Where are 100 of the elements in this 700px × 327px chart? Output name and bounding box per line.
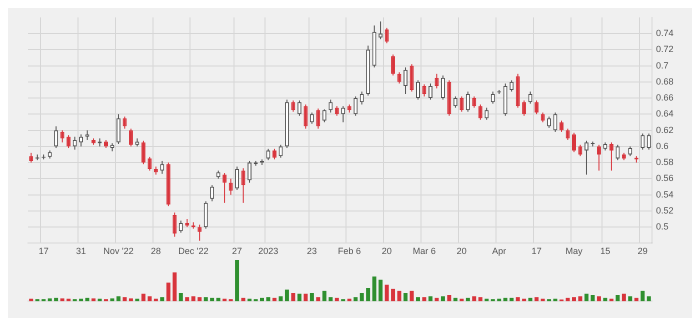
candlestick — [160, 160, 164, 174]
candlestick — [428, 83, 432, 100]
candlestick — [360, 91, 364, 105]
bar — [122, 297, 127, 302]
bar — [404, 292, 408, 302]
bar — [503, 298, 508, 302]
bar — [160, 297, 164, 302]
bar — [116, 296, 120, 302]
bar — [248, 298, 252, 302]
bar — [522, 298, 526, 302]
candlestick — [116, 114, 120, 145]
bar — [566, 298, 570, 302]
y-tick-label: 0.66 — [656, 92, 674, 103]
bar — [272, 298, 276, 302]
bar — [640, 290, 645, 302]
y-tick-label: 0.52 — [656, 205, 674, 216]
bar — [484, 298, 489, 302]
bar — [447, 295, 452, 302]
bar — [596, 296, 601, 302]
candlestick — [316, 108, 320, 130]
bar — [453, 298, 458, 302]
bar — [204, 297, 208, 302]
bar — [98, 298, 102, 302]
bar — [366, 288, 370, 302]
candlestick — [453, 96, 458, 108]
candlestick — [79, 134, 84, 147]
bar — [334, 298, 339, 302]
candlestick — [72, 136, 77, 150]
bar — [510, 298, 514, 302]
candlestick — [172, 212, 177, 238]
candlestick — [241, 168, 246, 204]
candlestick — [609, 142, 614, 172]
bar — [222, 298, 227, 302]
bar — [191, 296, 196, 302]
x-tick-label: May — [565, 246, 583, 256]
candlestick — [248, 160, 252, 184]
y-tick-label: 0.5 — [656, 222, 669, 232]
bar — [466, 298, 470, 302]
x-tick-label: Mar 6 — [412, 246, 436, 256]
candlestick — [222, 172, 227, 204]
y-tick-label: 0.6 — [656, 140, 669, 151]
candlestick — [560, 120, 564, 132]
bar — [29, 298, 34, 302]
y-tick-label: 0.7 — [656, 60, 669, 70]
bar — [241, 298, 246, 302]
bar — [148, 296, 152, 302]
bar — [141, 294, 146, 302]
bar — [378, 280, 383, 302]
candlestick — [472, 96, 476, 108]
candlestick — [397, 72, 402, 84]
candlestick — [122, 116, 127, 130]
bar — [410, 290, 414, 302]
x-tick-label: 2023 — [258, 246, 278, 256]
bar — [391, 288, 396, 302]
candlestick — [334, 106, 339, 116]
bar — [440, 296, 445, 302]
bar — [534, 297, 539, 302]
candlestick — [297, 100, 302, 116]
bar — [603, 298, 608, 302]
x-tick-label: Dec '22 — [178, 246, 208, 256]
candlestick — [547, 116, 552, 128]
candlestick — [422, 84, 426, 97]
bar — [516, 297, 520, 302]
x-tick-label: 17 — [532, 246, 542, 256]
x-tick-label: 29 — [638, 246, 648, 256]
candlestick — [404, 66, 408, 95]
x-tick-label: 20 — [382, 246, 392, 256]
candlestick — [434, 73, 439, 89]
y-tick-label: 0.64 — [656, 108, 674, 119]
candlestick — [228, 178, 233, 196]
candlestick — [584, 140, 588, 176]
candlestick — [596, 144, 601, 172]
x-tick-label: 28 — [150, 246, 161, 256]
candlestick — [278, 144, 283, 158]
bar — [497, 298, 502, 302]
y-tick-label: 0.54 — [656, 189, 674, 200]
candlestick — [416, 80, 420, 100]
candlestick — [29, 152, 34, 164]
candlestick — [322, 108, 326, 123]
bar — [416, 297, 420, 302]
bar — [434, 298, 439, 302]
candlestick — [272, 148, 276, 160]
bar — [216, 298, 220, 302]
bar — [278, 296, 283, 302]
bar — [304, 294, 308, 302]
bar — [347, 298, 352, 302]
candlestick — [410, 64, 414, 92]
candlestick — [60, 130, 64, 143]
bar — [85, 298, 90, 302]
candlestick — [646, 133, 651, 150]
y-tick-label: 0.74 — [656, 28, 674, 38]
candlestick — [460, 96, 464, 112]
candlestick — [198, 224, 202, 242]
y-tick-label: 0.56 — [656, 173, 674, 184]
bar — [235, 260, 240, 302]
candlestick — [304, 104, 308, 130]
bar — [478, 297, 482, 302]
candlestick — [616, 144, 620, 161]
bar — [291, 292, 296, 302]
bar — [628, 296, 632, 302]
